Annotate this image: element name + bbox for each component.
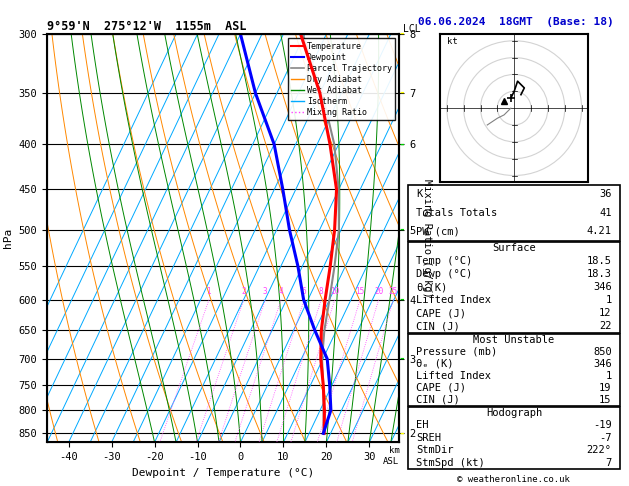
Text: StmDir: StmDir — [416, 445, 454, 455]
Legend: Temperature, Dewpoint, Parcel Trajectory, Dry Adiabat, Wet Adiabat, Isotherm, Mi: Temperature, Dewpoint, Parcel Trajectory… — [287, 38, 395, 121]
Text: CIN (J): CIN (J) — [416, 321, 460, 331]
Text: -19: -19 — [593, 420, 611, 431]
Text: 3: 3 — [263, 287, 267, 295]
Text: 41: 41 — [599, 208, 611, 218]
Text: CIN (J): CIN (J) — [416, 395, 460, 405]
Text: Hodograph: Hodograph — [486, 408, 542, 418]
Text: 19: 19 — [599, 383, 611, 393]
Text: Lifted Index: Lifted Index — [416, 371, 491, 381]
Text: 18.3: 18.3 — [587, 269, 611, 279]
Text: 850: 850 — [593, 347, 611, 357]
Text: 10: 10 — [330, 287, 339, 295]
Text: -: - — [399, 295, 404, 305]
Text: 9°59'N  275°12'W  1155m  ASL: 9°59'N 275°12'W 1155m ASL — [47, 20, 247, 33]
Text: -: - — [399, 428, 404, 438]
Text: Surface: Surface — [492, 243, 536, 253]
Text: 222°: 222° — [587, 445, 611, 455]
Text: θₑ(K): θₑ(K) — [416, 282, 447, 292]
Text: 346: 346 — [593, 359, 611, 369]
Text: EH: EH — [416, 420, 428, 431]
Text: 18.5: 18.5 — [587, 256, 611, 266]
Text: Lifted Index: Lifted Index — [416, 295, 491, 305]
X-axis label: Dewpoint / Temperature (°C): Dewpoint / Temperature (°C) — [132, 468, 314, 478]
Text: Temp (°C): Temp (°C) — [416, 256, 472, 266]
Text: 6: 6 — [302, 287, 306, 295]
Text: PW (cm): PW (cm) — [416, 226, 460, 236]
Text: θₑ (K): θₑ (K) — [416, 359, 454, 369]
Text: 06.06.2024  18GMT  (Base: 18): 06.06.2024 18GMT (Base: 18) — [418, 17, 614, 27]
Text: 346: 346 — [593, 282, 611, 292]
Text: © weatheronline.co.uk: © weatheronline.co.uk — [457, 474, 571, 484]
Text: km
ASL: km ASL — [383, 446, 399, 466]
Y-axis label: Mixing Ratio (g/kg): Mixing Ratio (g/kg) — [422, 179, 432, 297]
Text: K: K — [416, 189, 422, 199]
Text: Most Unstable: Most Unstable — [473, 335, 555, 345]
Text: 15: 15 — [355, 287, 365, 295]
Text: -: - — [399, 88, 404, 98]
Text: 12: 12 — [599, 308, 611, 318]
Text: 36: 36 — [599, 189, 611, 199]
Text: -: - — [399, 225, 404, 235]
Text: CAPE (J): CAPE (J) — [416, 308, 466, 318]
Text: StmSpd (kt): StmSpd (kt) — [416, 458, 485, 468]
Text: 4: 4 — [279, 287, 283, 295]
Y-axis label: hPa: hPa — [3, 228, 13, 248]
Text: 25: 25 — [389, 287, 398, 295]
Text: -: - — [399, 29, 404, 39]
Text: 22: 22 — [599, 321, 611, 331]
Text: 2: 2 — [242, 287, 246, 295]
Text: 1: 1 — [206, 287, 211, 295]
Text: 4.21: 4.21 — [587, 226, 611, 236]
Text: 7: 7 — [606, 458, 611, 468]
Text: Pressure (mb): Pressure (mb) — [416, 347, 498, 357]
Text: SREH: SREH — [416, 433, 441, 443]
Text: 15: 15 — [599, 395, 611, 405]
Text: LCL: LCL — [403, 24, 421, 34]
Text: 20: 20 — [374, 287, 383, 295]
Text: -7: -7 — [599, 433, 611, 443]
Text: 8: 8 — [319, 287, 323, 295]
Text: -: - — [399, 139, 404, 149]
Text: kt: kt — [447, 37, 457, 46]
Text: Dewp (°C): Dewp (°C) — [416, 269, 472, 279]
Text: 1: 1 — [606, 371, 611, 381]
Text: Totals Totals: Totals Totals — [416, 208, 498, 218]
Text: -: - — [399, 354, 404, 364]
Text: CAPE (J): CAPE (J) — [416, 383, 466, 393]
Text: 1: 1 — [606, 295, 611, 305]
